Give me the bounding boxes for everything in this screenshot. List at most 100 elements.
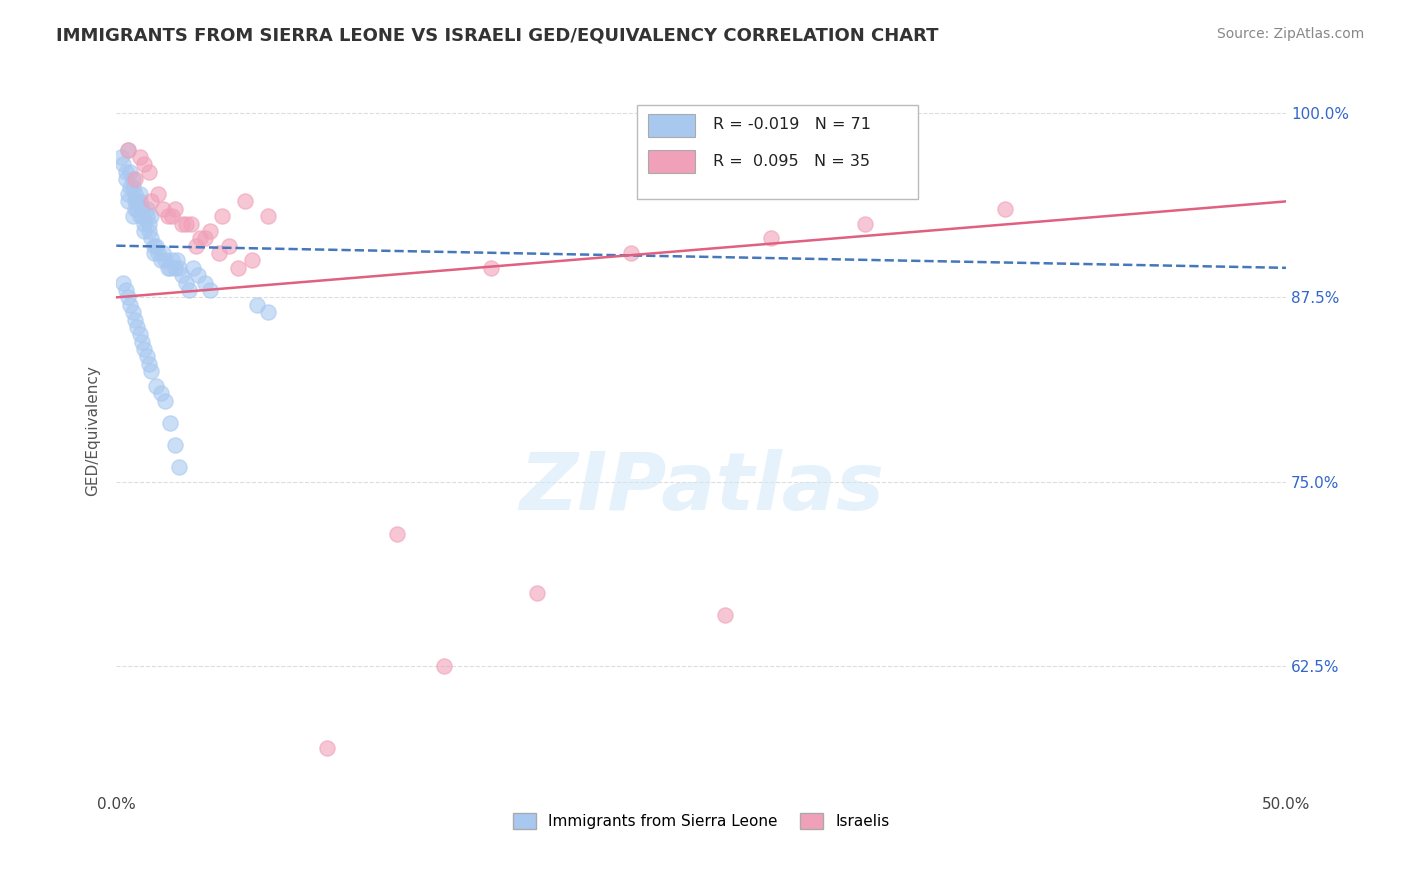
Point: [149, 386, 172, 401]
Point: [152, 246, 174, 260]
Point: [183, 260, 205, 275]
Point: [141, 364, 163, 378]
Point: [138, 165, 160, 179]
Point: [124, 312, 146, 326]
FancyBboxPatch shape: [637, 104, 918, 199]
Point: [385, 526, 408, 541]
Point: [194, 276, 217, 290]
Point: [134, 157, 156, 171]
Point: [620, 246, 643, 260]
Point: [128, 187, 150, 202]
Point: [127, 202, 149, 216]
Point: [145, 379, 167, 393]
Point: [148, 187, 170, 202]
Point: [246, 298, 269, 312]
Text: R =  0.095   N = 35: R = 0.095 N = 35: [713, 153, 870, 169]
FancyBboxPatch shape: [648, 150, 696, 173]
Point: [121, 179, 143, 194]
Point: [194, 231, 217, 245]
Point: [135, 209, 157, 223]
Point: [177, 283, 200, 297]
Point: [124, 194, 146, 209]
Point: [112, 157, 135, 171]
Point: [121, 305, 143, 319]
Point: [156, 260, 179, 275]
Point: [176, 217, 198, 231]
Point: [159, 260, 181, 275]
Point: [121, 209, 143, 223]
Point: [257, 305, 280, 319]
Text: IMMIGRANTS FROM SIERRA LEONE VS ISRAELI GED/EQUIVALENCY CORRELATION CHART: IMMIGRANTS FROM SIERRA LEONE VS ISRAELI …: [56, 27, 939, 45]
Point: [233, 194, 256, 209]
Point: [134, 217, 156, 231]
Point: [479, 260, 502, 275]
FancyBboxPatch shape: [648, 114, 696, 137]
Point: [761, 231, 783, 245]
Point: [114, 165, 136, 179]
Point: [166, 253, 188, 268]
Point: [117, 290, 139, 304]
Point: [184, 238, 207, 252]
Point: [114, 172, 136, 186]
Point: [713, 607, 735, 622]
Point: [120, 298, 142, 312]
Point: [128, 327, 150, 342]
Point: [138, 224, 160, 238]
Point: [211, 209, 233, 223]
Point: [131, 209, 153, 223]
Point: [257, 209, 280, 223]
Point: [135, 350, 157, 364]
Point: [117, 194, 139, 209]
Point: [226, 260, 249, 275]
Point: [526, 585, 548, 599]
Text: R = -0.019   N = 71: R = -0.019 N = 71: [713, 118, 870, 132]
Point: [138, 217, 160, 231]
Point: [127, 319, 149, 334]
Point: [141, 194, 163, 209]
Point: [120, 165, 142, 179]
Point: [124, 172, 146, 186]
Point: [127, 194, 149, 209]
Point: [114, 283, 136, 297]
Point: [117, 187, 139, 202]
Point: [141, 209, 163, 223]
Point: [124, 187, 146, 202]
Point: [176, 276, 198, 290]
Point: [128, 194, 150, 209]
Point: [169, 260, 191, 275]
Point: [138, 357, 160, 371]
Point: [169, 460, 191, 475]
Point: [208, 246, 231, 260]
Point: [240, 253, 263, 268]
Point: [198, 224, 221, 238]
Point: [163, 438, 186, 452]
Y-axis label: GED/Equivalency: GED/Equivalency: [86, 365, 100, 496]
Point: [315, 740, 337, 755]
Point: [131, 334, 153, 349]
Point: [145, 238, 167, 252]
Point: [121, 172, 143, 186]
Point: [180, 217, 202, 231]
Point: [112, 276, 135, 290]
Point: [163, 260, 186, 275]
Point: [155, 253, 177, 268]
Point: [162, 209, 184, 223]
Point: [142, 246, 165, 260]
Text: Source: ZipAtlas.com: Source: ZipAtlas.com: [1216, 27, 1364, 41]
Point: [128, 150, 150, 164]
Point: [198, 283, 221, 297]
Point: [190, 231, 212, 245]
Point: [218, 238, 240, 252]
Point: [152, 202, 174, 216]
Point: [149, 253, 172, 268]
Point: [170, 217, 193, 231]
Point: [156, 209, 179, 223]
Point: [131, 202, 153, 216]
Point: [141, 231, 163, 245]
Point: [170, 268, 193, 283]
Point: [135, 202, 157, 216]
Point: [134, 342, 156, 356]
Point: [187, 268, 209, 283]
Text: ZIPatlas: ZIPatlas: [519, 449, 883, 527]
Point: [110, 150, 132, 164]
